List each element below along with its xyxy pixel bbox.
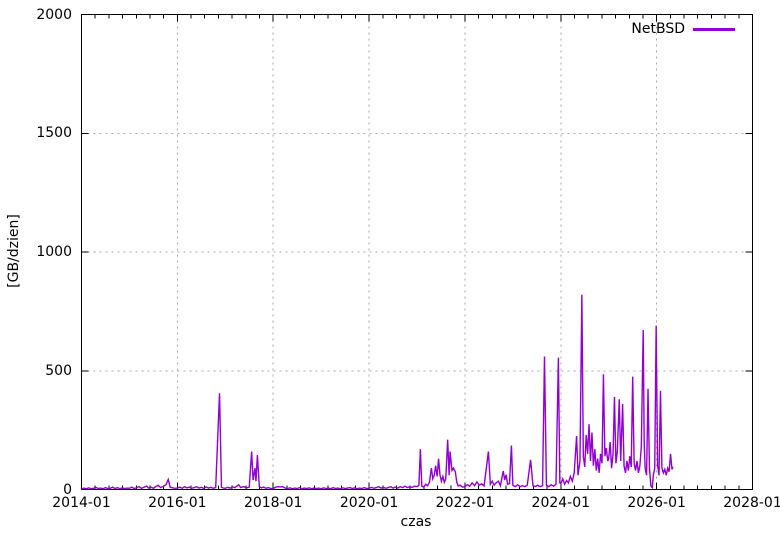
x-axis-title: czas xyxy=(400,514,432,530)
y-tick-label-1000: 1000 xyxy=(36,244,72,260)
y-tick-label-500: 500 xyxy=(45,362,72,379)
y-tick-label-2000: 2000 xyxy=(36,6,72,23)
legend: NetBSD xyxy=(631,21,735,37)
y-tick-label-1500: 1500 xyxy=(36,125,72,142)
series-line-netbsd xyxy=(81,294,674,490)
x-tick-label-2024-01: 2024-01 xyxy=(531,495,591,511)
x-tick-label-2016-01: 2016-01 xyxy=(148,495,207,511)
legend-series-label: NetBSD xyxy=(631,21,685,37)
x-tick-label-2014-01: 2014-01 xyxy=(52,495,111,511)
legend-line-sample-icon xyxy=(693,27,735,31)
y-tick-label-0: 0 xyxy=(63,481,72,498)
x-tick-label-2026-01: 2026-01 xyxy=(627,495,686,511)
x-tick-label-2028-01: 2028-01 xyxy=(723,495,780,511)
x-tick-label-2020-01: 2020-01 xyxy=(339,495,399,511)
x-tick-label-2022-01: 2022-01 xyxy=(435,495,495,511)
x-tick-label-2018-01: 2018-01 xyxy=(243,495,303,511)
